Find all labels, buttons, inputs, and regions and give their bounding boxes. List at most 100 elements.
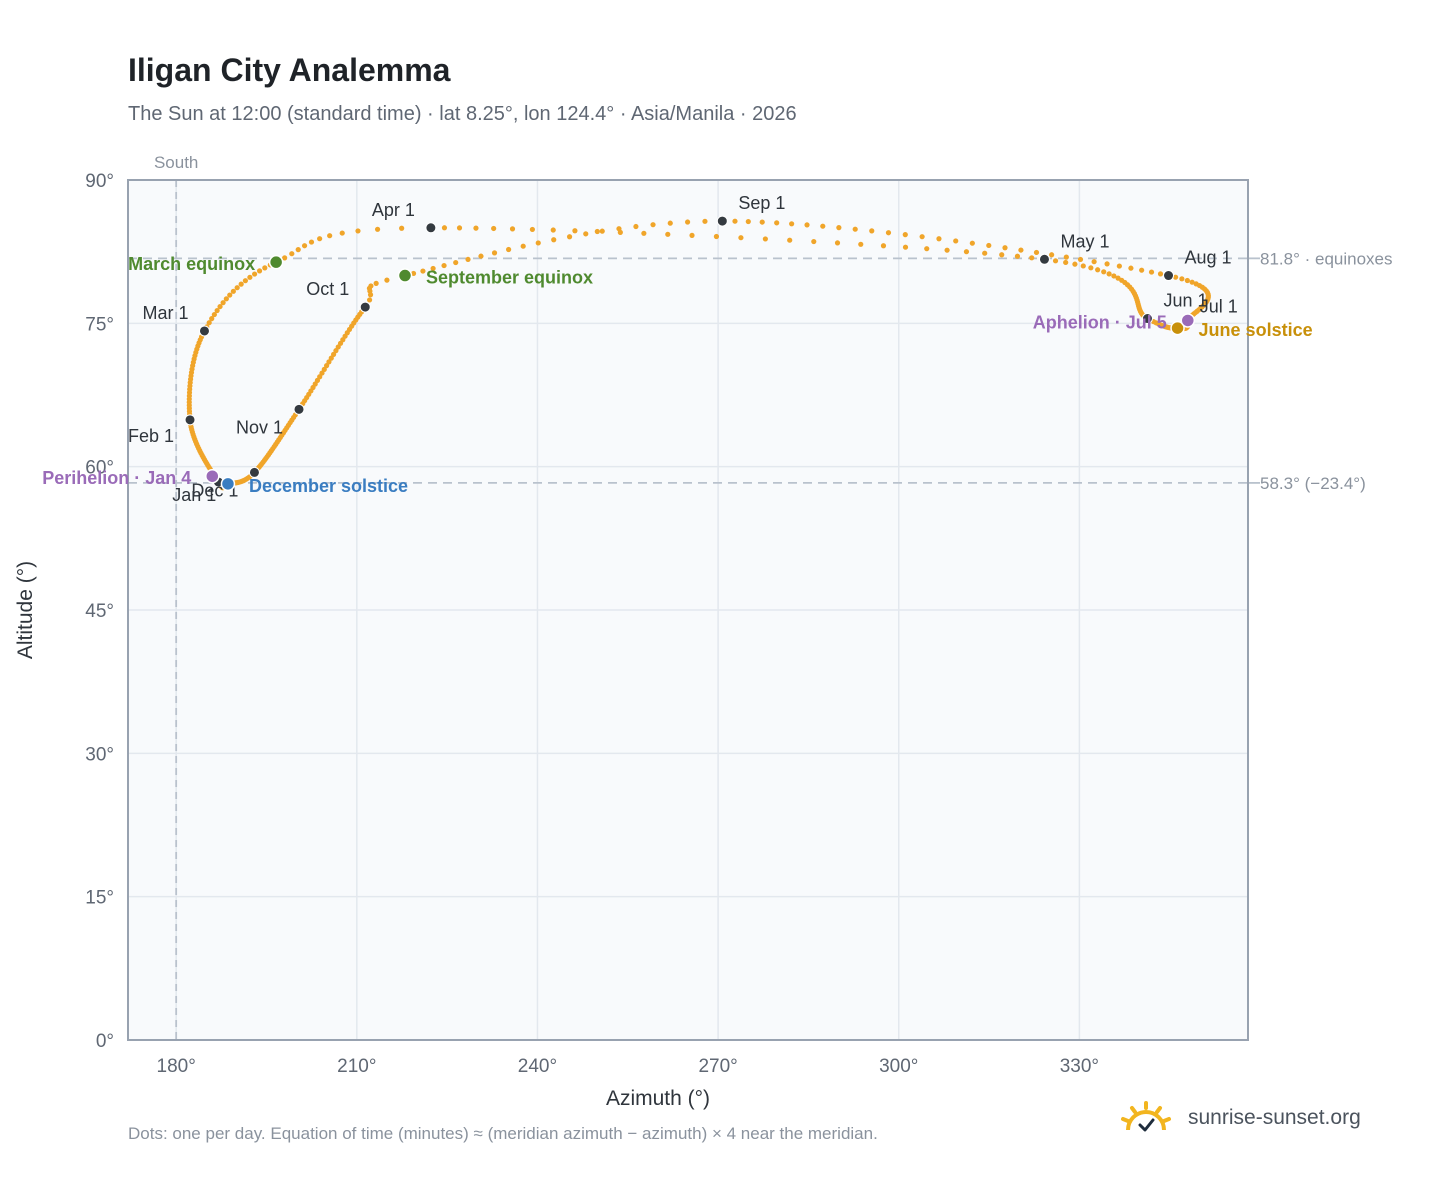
month-label: Jan 1 [172, 485, 216, 505]
x-tick-label: 180° [157, 1056, 196, 1077]
daily-dot [702, 218, 708, 224]
daily-dot [242, 278, 249, 284]
daily-dot [333, 348, 339, 354]
daily-dot [355, 228, 361, 234]
daily-dot [885, 230, 892, 236]
y-tick-label: 90° [85, 171, 114, 192]
daily-dot [1148, 269, 1155, 275]
daily-dot [491, 250, 498, 256]
daily-dot [969, 240, 975, 246]
meridian-label: South [154, 153, 198, 172]
daily-dot [247, 274, 253, 280]
month-marker [359, 301, 371, 313]
month-label: Oct 1 [306, 279, 349, 299]
month-label: Nov 1 [236, 417, 283, 437]
sun-logo-icon [1121, 1101, 1171, 1132]
daily-dot [330, 351, 337, 357]
y-tick-label: 75° [85, 314, 114, 335]
month-marker [198, 325, 210, 337]
daily-dot [374, 226, 381, 232]
daily-dot [227, 292, 233, 298]
daily-dot [1157, 271, 1164, 277]
daily-dot [1063, 259, 1069, 266]
daily-dot [256, 268, 263, 274]
equinox-marker [397, 268, 413, 283]
daily-dot [262, 265, 268, 271]
daily-dot [410, 270, 417, 277]
daily-dot [858, 241, 864, 247]
month-marker [184, 414, 196, 426]
month-marker [716, 215, 728, 227]
daily-dot [936, 236, 942, 242]
month-label: Aug 1 [1185, 248, 1232, 268]
daily-dot [1101, 269, 1107, 275]
daily-dot [366, 297, 373, 303]
daily-dot [251, 271, 258, 277]
daily-dot [1052, 258, 1059, 264]
daily-dot [665, 231, 671, 237]
daily-dot [963, 249, 970, 255]
y-tick-label: 0° [96, 1031, 114, 1052]
daily-dot [453, 259, 459, 266]
daily-dot [209, 316, 215, 322]
daily-dot [491, 225, 497, 232]
month-marker [293, 403, 305, 415]
daily-dot [327, 233, 333, 239]
daily-dot [220, 300, 226, 306]
june_solstice-marker [1170, 320, 1185, 336]
month-label: May 1 [1060, 231, 1109, 251]
daily-dot [738, 235, 744, 241]
daily-dot [509, 226, 516, 232]
daily-dot [869, 228, 875, 234]
daily-dot [902, 232, 908, 238]
month-marker [1163, 270, 1175, 282]
daily-dot [217, 303, 223, 310]
brand-name: sunrise-sunset.org [1188, 1106, 1361, 1129]
december_solstice-marker [220, 476, 236, 492]
daily-dot [689, 232, 695, 238]
daily-dot [1033, 249, 1040, 256]
daily-dot [1002, 245, 1008, 251]
month-label: Sep 1 [738, 193, 785, 213]
daily-dot [1128, 265, 1134, 271]
equinox-marker [268, 254, 284, 270]
daily-dot [834, 240, 841, 246]
daily-dot [328, 355, 334, 361]
daily-dot [230, 288, 236, 294]
daily-dot [1116, 263, 1122, 269]
y-tick-label: 45° [85, 601, 114, 622]
daily-dot [373, 280, 379, 286]
daily-dot [924, 246, 930, 252]
daily-dot [566, 234, 573, 240]
daily-dot [295, 247, 301, 253]
daily-dot [465, 256, 471, 263]
equinox-label: September equinox [426, 268, 593, 288]
daily-dot [986, 242, 992, 249]
daily-dot [811, 238, 817, 245]
daily-dot [789, 221, 795, 227]
x-tick-label: 210° [337, 1056, 376, 1077]
daily-dot [1077, 256, 1084, 263]
daily-dot [820, 223, 826, 229]
daily-dot [774, 220, 780, 226]
daily-dot [326, 359, 332, 365]
daily-dot [902, 244, 909, 250]
daily-dot [506, 246, 512, 253]
daily-dot [430, 265, 436, 272]
daily-dot [535, 240, 541, 246]
brand[interactable]: sunrise-sunset.org [1120, 1100, 1361, 1136]
daily-dot [1184, 277, 1190, 284]
daily-dot [759, 219, 765, 225]
month-marker [248, 466, 260, 478]
y-tick-label: 15° [85, 888, 114, 909]
month-marker [1038, 253, 1050, 265]
daily-dot [1106, 271, 1112, 277]
daily-dot [804, 222, 810, 228]
month-label: Feb 1 [128, 426, 174, 446]
daily-dot [1029, 255, 1035, 261]
daily-dot [633, 223, 639, 230]
daily-dot [1080, 263, 1086, 269]
daily-dot [520, 243, 526, 249]
daily-dot [732, 218, 738, 224]
